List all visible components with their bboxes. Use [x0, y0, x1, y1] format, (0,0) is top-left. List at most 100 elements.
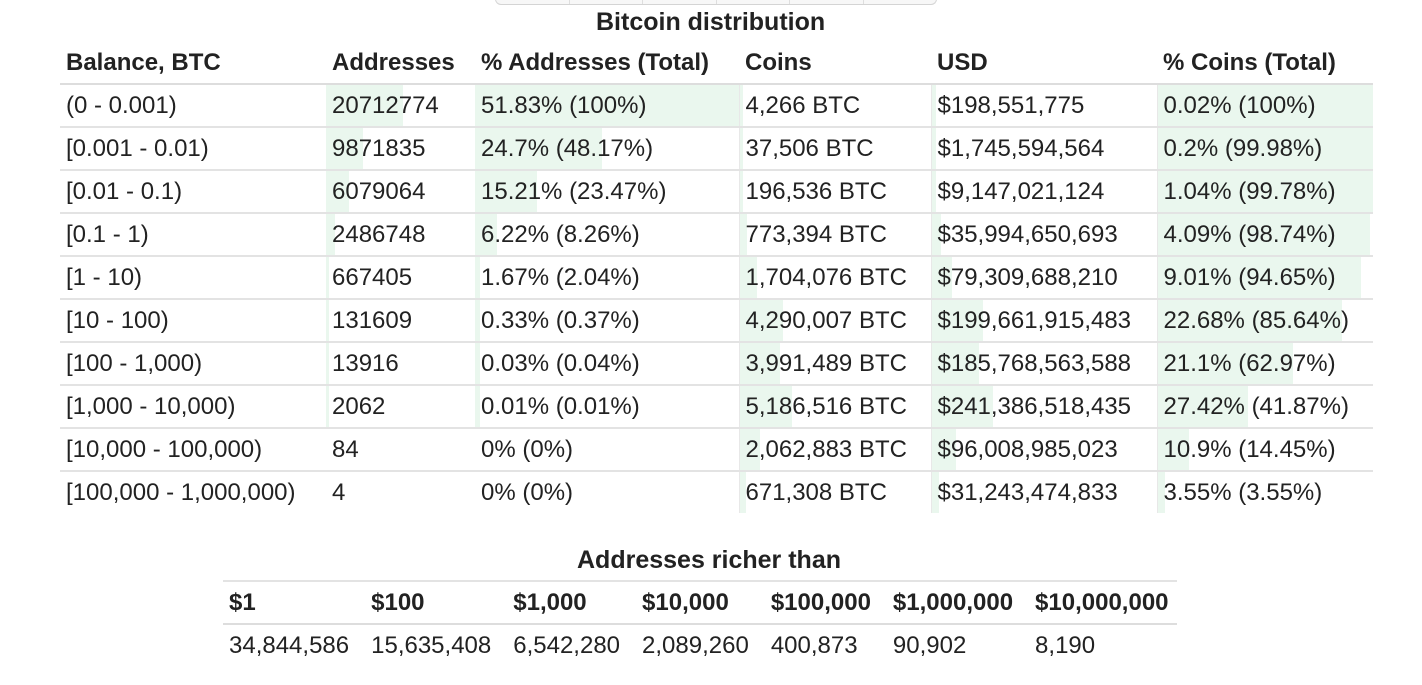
pct-addresses-cell: 51.83% (100%)	[475, 84, 739, 128]
distribution-row: [0.01 - 0.1) 6079064 15.21% (23.47%) 196,53…	[60, 170, 1373, 214]
richer-column-header: $1	[223, 580, 366, 625]
pct-addresses-cell-text: 0% (0%)	[481, 478, 574, 506]
addresses-cell: 2062	[326, 385, 475, 429]
richer-value-cell: 90,902	[892, 631, 967, 659]
pct-addresses-cell: 1.67% (2.04%)	[475, 256, 739, 300]
pct-coins-cell: 27.42% (41.87%)	[1156, 385, 1373, 429]
distribution-body: (0 - 0.001) 20712774 51.83% (100%) 4,266 BT…	[60, 84, 1373, 513]
addresses-cell-text: 131609	[332, 306, 413, 334]
balance-cell: [100,000 - 1,000,000)	[60, 471, 326, 513]
addresses-cell-text: 9871835	[332, 134, 426, 162]
usd-cell-text: $35,994,650,693	[937, 220, 1118, 248]
pct-coins-cell: 21.1% (62.97%)	[1156, 342, 1373, 386]
usd-cell-text: $9,147,021,124	[937, 177, 1105, 205]
coins-cell-text: 671,308 BTC	[745, 478, 887, 506]
pct-coins-cell-text: 4.09% (98.74%)	[1163, 220, 1336, 248]
pct-coins-bar	[1157, 128, 1373, 169]
pct-coins-cell: 1.04% (99.78%)	[1156, 170, 1373, 214]
column-header-pct-addresses: % Addresses (Total)	[475, 42, 739, 85]
pct-addresses-cell-text: 0.01% (0.01%)	[481, 392, 640, 420]
balance-cell: [1 - 10)	[60, 256, 326, 300]
coins-cell: 1,704,076 BTC	[738, 256, 931, 300]
addresses-bar	[326, 257, 329, 298]
pct-coins-bar	[1157, 386, 1248, 427]
addresses-bar	[326, 85, 404, 126]
distribution-row: [1,000 - 10,000) 2062 0.01% (0.01%) 5,186,5…	[60, 385, 1373, 429]
pct-coins-cell: 10.9% (14.45%)	[1156, 428, 1373, 472]
balance-cell-text: (0 - 0.001)	[66, 91, 177, 119]
addresses-bar	[326, 300, 329, 341]
usd-cell: $96,008,985,023	[930, 428, 1157, 472]
pct-addresses-bar	[475, 128, 602, 169]
pct-coins-cell: 22.68% (85.64%)	[1156, 299, 1373, 343]
coins-cell: 4,266 BTC	[738, 84, 931, 128]
coins-bar	[739, 171, 744, 212]
pct-addresses-cell-text: 15.21% (23.47%)	[481, 177, 667, 205]
usd-cell: $35,994,650,693	[930, 213, 1157, 257]
column-header-pct-coins: % Coins (Total)	[1157, 42, 1373, 85]
pct-coins-cell-text: 21.1% (62.97%)	[1163, 349, 1336, 377]
balance-cell: [100 - 1,000)	[60, 342, 326, 386]
balance-cell: [0.01 - 0.1)	[60, 170, 326, 214]
richer-column-header: $10,000	[636, 580, 765, 625]
pct-addresses-bar	[475, 257, 481, 298]
addresses-cell-text: 20712774	[332, 91, 439, 119]
distribution-table: Balance, BTC Addresses % Addresses (Tota…	[60, 42, 1373, 513]
addresses-cell: 84	[326, 428, 475, 472]
balance-cell-text: [0.1 - 1)	[66, 220, 149, 248]
coins-cell: 4,290,007 BTC	[738, 299, 931, 343]
coins-cell-text: 37,506 BTC	[745, 134, 874, 162]
pct-coins-cell: 0.2% (99.98%)	[1156, 127, 1373, 171]
richer-value-cell: 8,190	[1035, 631, 1096, 659]
usd-bar	[931, 214, 941, 255]
pct-addresses-cell-text: 6.22% (8.26%)	[481, 220, 640, 248]
coins-bar	[739, 214, 748, 255]
coins-bar	[739, 257, 757, 298]
distribution-row: [1 - 10) 667405 1.67% (2.04%) 1,704,076 BTC…	[60, 256, 1373, 300]
usd-bar	[931, 472, 940, 513]
coins-cell-text: 2,062,883 BTC	[745, 435, 907, 463]
usd-bar	[931, 429, 957, 470]
pct-coins-cell-text: 0.2% (99.98%)	[1163, 134, 1323, 162]
richer-value-cell: 34,844,586	[229, 631, 350, 659]
pct-addresses-cell: 0.33% (0.37%)	[475, 299, 739, 343]
balance-cell: [10,000 - 100,000)	[60, 428, 326, 472]
balance-cell: [0.1 - 1)	[60, 213, 326, 257]
distribution-row: [10 - 100) 131609 0.33% (0.37%) 4,290,007 B…	[60, 299, 1373, 343]
usd-cell: $1,745,594,564	[930, 127, 1157, 171]
distribution-row: [10,000 - 100,000) 84 0% (0%) 2,062,883 BTC…	[60, 428, 1373, 472]
usd-cell: $79,309,688,210	[930, 256, 1157, 300]
usd-cell-text: $79,309,688,210	[937, 263, 1118, 291]
column-header-coins: Coins	[739, 42, 931, 85]
pct-addresses-cell-text: 24.7% (48.17%)	[481, 134, 654, 162]
coins-cell: 671,308 BTC	[738, 471, 931, 513]
addresses-cell-text: 667405	[332, 263, 413, 291]
usd-bar	[931, 343, 979, 384]
addresses-cell: 9871835	[326, 127, 475, 171]
usd-cell: $198,551,775	[930, 84, 1157, 128]
richer-column-header: $10,000,000	[1029, 580, 1177, 625]
distribution-row: [0.1 - 1) 2486748 6.22% (8.26%) 773,394 BTC…	[60, 213, 1373, 257]
coins-bar	[739, 343, 780, 384]
pct-coins-cell: 4.09% (98.74%)	[1156, 213, 1373, 257]
pct-addresses-cell: 0% (0%)	[475, 428, 739, 472]
addresses-cell-text: 84	[332, 435, 359, 463]
distribution-row: [100 - 1,000) 13916 0.03% (0.04%) 3,991,489…	[60, 342, 1373, 386]
pct-addresses-cell-text: 51.83% (100%)	[481, 91, 647, 119]
column-header-balance: Balance, BTC	[60, 42, 326, 85]
coins-bar	[739, 300, 783, 341]
pct-coins-cell-text: 3.55% (3.55%)	[1163, 478, 1323, 506]
pct-addresses-cell-text: 0% (0%)	[481, 435, 574, 463]
usd-bar	[931, 386, 994, 427]
usd-cell: $185,768,563,588	[930, 342, 1157, 386]
richer-column-header: $1,000,000	[886, 580, 1030, 625]
balance-cell-text: [0.001 - 0.01)	[66, 134, 209, 162]
balance-cell-text: [10 - 100)	[66, 306, 169, 334]
coins-cell-text: 3,991,489 BTC	[745, 349, 907, 377]
pct-addresses-cell-text: 1.67% (2.04%)	[481, 263, 640, 291]
addresses-cell: 2486748	[326, 213, 475, 257]
coins-bar	[739, 128, 744, 169]
distribution-row: [100,000 - 1,000,000) 4 0% (0%) 671,308 BTC…	[60, 471, 1373, 513]
balance-cell: (0 - 0.001)	[60, 84, 326, 128]
